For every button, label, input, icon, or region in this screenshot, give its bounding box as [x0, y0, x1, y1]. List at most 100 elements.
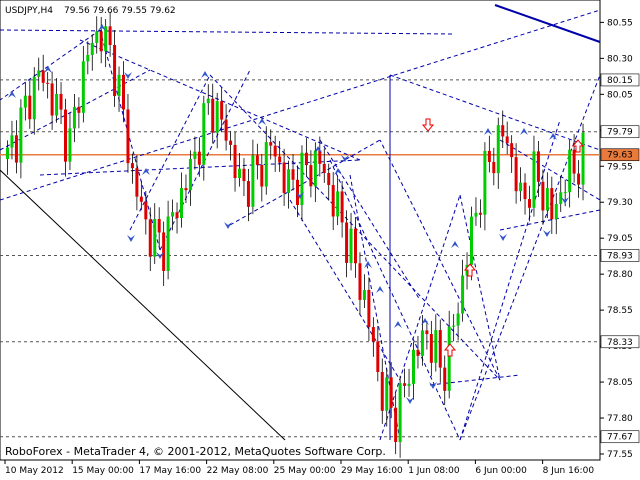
bear-candle [126, 109, 130, 164]
level-label: 79.79 [607, 128, 633, 138]
bear-candle [162, 232, 166, 271]
bull-candle [264, 142, 268, 187]
y-tick-label: 79.30 [607, 198, 633, 208]
bear-candle [273, 145, 277, 157]
y-tick-label: 78.55 [607, 306, 633, 316]
bull-candle [474, 212, 478, 217]
level-label: 79.63 [607, 151, 633, 161]
bull-candle [461, 275, 465, 314]
bear-candle [99, 31, 103, 52]
level-label-box [600, 249, 640, 262]
bear-candle [46, 82, 50, 84]
bear-candle [394, 407, 398, 443]
bear-candle [376, 341, 380, 373]
bear-candle [157, 219, 161, 233]
bear-candle [354, 228, 357, 264]
bear-candle [550, 188, 554, 220]
bear-candle [130, 163, 134, 169]
bull-candle [532, 151, 536, 208]
bear-candle [541, 181, 545, 211]
bull-candle [68, 128, 72, 162]
bear-candle [577, 173, 581, 185]
bull-candle [72, 106, 76, 129]
trendline [0, 29, 456, 35]
bull-candle [202, 103, 206, 165]
bull-candle [188, 158, 192, 191]
bear-candle [224, 119, 228, 141]
fractal-up-icon [258, 118, 266, 125]
level-label-box [600, 125, 640, 139]
bear-candle [443, 367, 447, 391]
symbol-label: USDJPY,H4 [5, 6, 53, 16]
fractal-up-icon [201, 71, 209, 78]
main-trendline [494, 4, 601, 43]
trendline [379, 139, 501, 381]
bull-candle [287, 169, 291, 193]
trendline [459, 194, 501, 381]
bull-candle [117, 74, 121, 97]
bear-candle [536, 151, 540, 182]
fractal-up-icon [549, 133, 557, 140]
y-tick-label: 77.55 [607, 450, 633, 460]
bear-candle [144, 201, 148, 220]
bear-candle [371, 327, 375, 342]
x-tick-label: 6 Jun 00:00 [475, 466, 527, 476]
fractal-up-icon [376, 286, 384, 293]
bull-candle [447, 326, 451, 391]
bull-candle [519, 182, 523, 192]
fractal-down-icon [341, 155, 349, 162]
x-tick-label: 22 May 08:00 [207, 466, 269, 476]
fractal-down-icon [561, 197, 569, 204]
bear-candle [64, 109, 67, 162]
bear-candle [211, 98, 215, 133]
bear-candle [59, 93, 63, 110]
bear-candle [296, 179, 299, 206]
fractal-up-icon [421, 318, 429, 325]
bull-candle [215, 101, 219, 133]
fractal-up-icon [98, 24, 106, 31]
bear-candle [113, 45, 117, 97]
bear-candle [380, 372, 384, 411]
bear-candle [340, 191, 344, 223]
bear-candle [269, 142, 273, 146]
bull-candle [563, 192, 567, 194]
y-tick-label: 80.30 [607, 54, 633, 64]
horizontal-levels [0, 79, 600, 438]
y-tick-label: 79.05 [607, 234, 633, 244]
bull-candle [300, 152, 304, 206]
bear-candle [108, 26, 112, 46]
fractal-up-icon [44, 66, 52, 73]
bull-candle [81, 61, 85, 113]
bull-candle [104, 26, 108, 52]
fractal-up-icon [364, 261, 372, 268]
ohlc-label: 79.56 79.66 79.55 79.62 [64, 6, 176, 16]
bear-candle [197, 151, 201, 165]
level-label-box [600, 430, 640, 444]
bull-candle [206, 98, 210, 104]
bear-candle [229, 140, 233, 145]
bull-candle [10, 135, 14, 148]
bear-candle [220, 101, 224, 120]
fractal-down-icon [499, 234, 507, 241]
bull-candle [385, 377, 389, 411]
bear-candle [327, 173, 331, 186]
bear-candle [501, 125, 505, 137]
bear-candle [184, 188, 188, 191]
red-down-arrow-icon [421, 118, 435, 132]
bull-candle [420, 330, 424, 356]
bear-candle [487, 150, 491, 162]
bear-candle [291, 169, 295, 180]
bear-candle [246, 181, 250, 207]
bear-candle [572, 149, 576, 174]
bear-candle [492, 161, 496, 174]
trendline [329, 159, 461, 441]
fractal-up-icon [8, 91, 16, 98]
bull-candle [23, 95, 27, 108]
red-up-arrow-icon [463, 263, 477, 277]
bull-candle [90, 42, 94, 55]
bear-candle [41, 70, 45, 83]
level-label-box [600, 148, 640, 162]
bull-candle [581, 132, 585, 185]
bear-candle [416, 349, 420, 356]
